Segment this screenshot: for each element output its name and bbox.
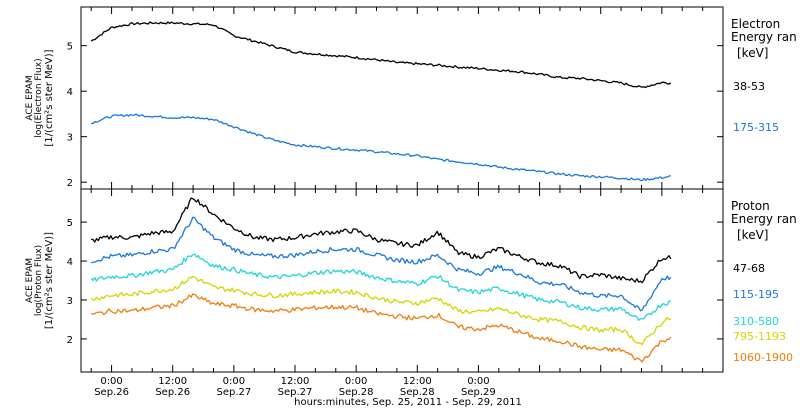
legend-unit: [keV]	[737, 228, 768, 242]
y-axis-label: log(Proton Flux)	[34, 245, 44, 316]
x-tick-label-date: Sep.26	[94, 387, 129, 398]
y-tick-label: 2	[67, 335, 73, 346]
y-tick-label: 3	[67, 133, 73, 144]
series-line-175-315	[91, 113, 671, 182]
legend-title: Energy ran	[731, 30, 797, 44]
series-line-795-1193	[90, 275, 672, 346]
plot-frame-proton	[80, 188, 724, 373]
y-tick-label: 5	[67, 42, 73, 53]
legend-title: Proton	[731, 199, 770, 213]
legend-label: 795-1193	[733, 330, 786, 343]
legend-label: 115-195	[733, 288, 779, 301]
plot-frame-electron	[80, 6, 724, 190]
x-tick-label-date: Sep.26	[155, 387, 190, 398]
y-tick-label: 4	[67, 87, 73, 98]
x-tick-label-date: Sep.27	[216, 387, 251, 398]
legend-label: 38-53	[733, 80, 765, 93]
y-axis-label: ACE EPAM	[25, 258, 35, 303]
x-tick-label-date: Sep.28	[339, 387, 374, 398]
legend-label: 175-315	[733, 121, 779, 134]
legend-label: 1060-1900	[733, 351, 793, 364]
y-axis-label: log(Electron Flux)	[34, 58, 44, 137]
y-axis-label: [1/(cm²s ster MeV)]	[44, 49, 55, 146]
series-line-47-68	[91, 197, 672, 284]
y-axis-label: [1/(cm²s ster MeV)]	[44, 232, 55, 329]
x-tick-label-time: 0:00	[345, 376, 367, 387]
series-line-310-580	[90, 253, 671, 321]
x-tick-label-date: Sep.27	[278, 387, 313, 398]
series-line-38-53	[90, 21, 672, 89]
x-tick-label-time: 0:00	[223, 376, 245, 387]
y-axis-label: ACE EPAM	[25, 75, 35, 120]
x-tick-label-time: 0:00	[100, 376, 122, 387]
y-tick-label: 4	[67, 257, 73, 268]
x-tick-label-date: Sep.29	[461, 387, 496, 398]
y-tick-label: 5	[67, 218, 73, 229]
x-tick-label-time: 12:00	[403, 376, 432, 387]
y-tick-label: 3	[67, 296, 73, 307]
x-axis-title: hours:minutes, Sep. 25, 2011 - Sep. 29, …	[294, 397, 522, 408]
legend-unit: [keV]	[737, 46, 768, 60]
x-tick-label-date: Sep.28	[400, 387, 435, 398]
x-tick-label-time: 0:00	[467, 376, 489, 387]
legend-title: Electron	[731, 17, 780, 31]
legend-title: Energy ran	[731, 212, 797, 226]
series-line-115-195	[90, 216, 672, 312]
legend-label: 310-580	[733, 315, 779, 328]
y-tick-label: 2	[67, 178, 73, 189]
legend-label: 47-68	[733, 262, 765, 275]
series-line-1060-1900	[91, 293, 672, 363]
x-tick-label-time: 12:00	[158, 376, 187, 387]
x-tick-label-time: 12:00	[281, 376, 310, 387]
